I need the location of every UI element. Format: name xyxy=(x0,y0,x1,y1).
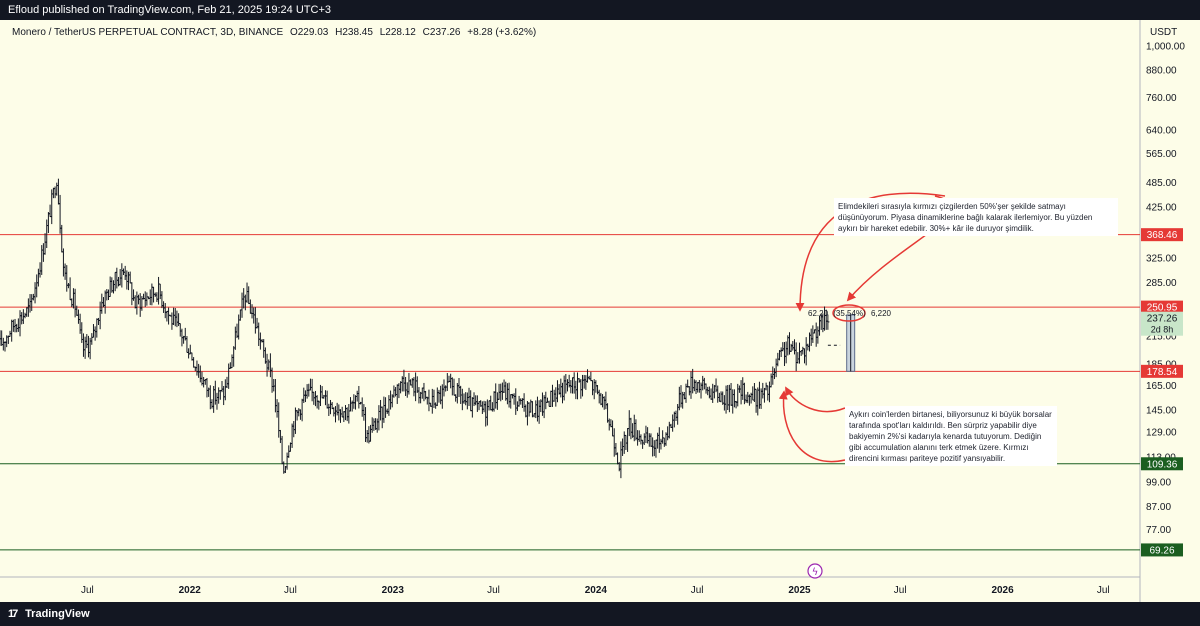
currency-label[interactable]: USDT xyxy=(1150,27,1178,38)
annotation-note-bottom[interactable]: Aykırı coin'lerden birtanesi, biliyorsun… xyxy=(845,406,1057,466)
y-tick-label: 77.00 xyxy=(1146,525,1171,536)
current-price-label: 237.26 xyxy=(1147,314,1178,325)
x-tick-label: Jul xyxy=(487,585,500,596)
footer-bar: 17 TradingView xyxy=(0,602,1200,626)
percent-highlight-circle xyxy=(832,304,866,322)
symbol-legend: Monero / TetherUS PERPETUAL CONTRACT, 3D… xyxy=(12,27,536,38)
x-tick-label: Jul xyxy=(284,585,297,596)
event-icon[interactable] xyxy=(807,563,823,579)
ohlc-bar xyxy=(826,314,830,330)
x-tick-label: Jul xyxy=(81,585,94,596)
y-tick-label: 1,000.00 xyxy=(1146,41,1185,52)
level-badge xyxy=(1141,300,1183,314)
y-tick-label: 425.00 xyxy=(1146,203,1177,214)
y-tick-label: 640.00 xyxy=(1146,126,1177,137)
level-badge xyxy=(1141,457,1183,471)
plot-area xyxy=(0,20,1140,602)
x-tick-label: Jul xyxy=(691,585,704,596)
level-label: 69.26 xyxy=(1149,545,1174,556)
x-tick-label: 2025 xyxy=(788,585,811,596)
countdown-label: 2d 8h xyxy=(1151,325,1174,335)
level-label: 178.54 xyxy=(1147,367,1178,378)
measure-tool xyxy=(827,314,856,372)
y-tick-label: 285.00 xyxy=(1146,278,1177,289)
ohlc-high: H238.45 xyxy=(335,27,373,38)
level-badge xyxy=(1141,543,1183,557)
y-tick-label: 87.00 xyxy=(1146,502,1171,513)
y-tick-label: 325.00 xyxy=(1146,253,1177,264)
price-bars xyxy=(0,178,830,479)
ohlc-close: C237.26 xyxy=(422,27,461,38)
measure-diff: 62.20 xyxy=(808,309,829,318)
x-tick-label: 2023 xyxy=(382,585,405,596)
y-tick-label: 145.00 xyxy=(1146,406,1177,417)
y-tick-label: 129.00 xyxy=(1146,428,1177,439)
y-tick-label: 760.00 xyxy=(1146,93,1177,104)
tradingview-logo[interactable]: 17 TradingView xyxy=(8,608,90,620)
y-tick-label: 215.00 xyxy=(1146,331,1177,342)
x-tick-label: 2022 xyxy=(179,585,202,596)
x-tick-label: Jul xyxy=(1097,585,1110,596)
measure-percent: (35.54%) xyxy=(833,309,866,318)
annotation-note-top[interactable]: Elimdekileri sırasıyla kırmızı çizgilerd… xyxy=(834,198,1118,236)
measure-ticks: 6,220 xyxy=(870,309,891,318)
tradingview-logo-icon: 17 xyxy=(8,608,18,620)
x-tick-label: Jul xyxy=(894,585,907,596)
lightning-icon: ϟ xyxy=(812,567,819,578)
current-price-badge xyxy=(1141,311,1183,336)
measure-label: 62.20 (35.54%) 6,220 xyxy=(808,309,894,318)
y-tick-label: 99.00 xyxy=(1146,478,1171,489)
ohlc-change: +8.28 (+3.62%) xyxy=(467,27,537,38)
y-tick-label: 565.00 xyxy=(1146,149,1177,160)
event-marker[interactable]: ϟ xyxy=(807,563,823,579)
price-chart[interactable]: 1,000.00 880.00 760.00 640.00 565.00 485.00 42… xyxy=(0,20,1200,602)
ohlc-low: L228.12 xyxy=(379,27,416,38)
ohlc-open: O229.03 xyxy=(289,27,329,38)
x-tick-labels: Jul 2022 Jul 2023 Jul 2024 Jul 2025 Jul 2026 Jul xyxy=(81,585,1110,596)
level-label: 368.46 xyxy=(1147,230,1178,241)
level-label: 250.95 xyxy=(1147,303,1178,314)
x-tick-label: 2024 xyxy=(585,585,608,596)
arrow-bottom-note-2 xyxy=(778,390,846,463)
level-badge xyxy=(1141,228,1183,242)
publish-bar: Efloud published on TradingView.com, Feb… xyxy=(0,0,1200,20)
y-tick-label: 165.00 xyxy=(1146,381,1177,392)
tradingview-brand: TradingView xyxy=(25,608,90,620)
y-tick-label: 485.00 xyxy=(1146,178,1177,189)
y-tick-label: 880.00 xyxy=(1146,65,1177,76)
level-label: 109.36 xyxy=(1147,459,1178,470)
arrow-bottom-note xyxy=(785,386,846,413)
x-tick-label: 2026 xyxy=(991,585,1014,596)
publish-info: Efloud published on TradingView.com, Feb… xyxy=(8,4,331,16)
level-badge xyxy=(1141,364,1183,378)
symbol-name: Monero / TetherUS PERPETUAL CONTRACT, 3D… xyxy=(12,27,284,38)
